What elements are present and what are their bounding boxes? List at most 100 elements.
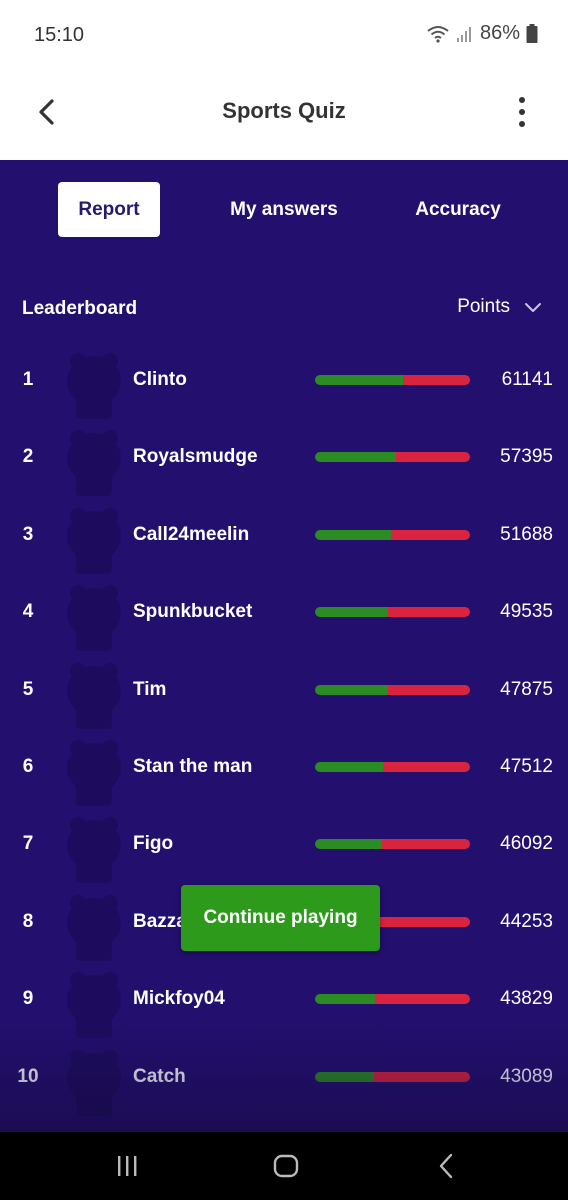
back-arrow-icon [39,99,54,125]
battery-icon [526,23,538,44]
accuracy-correct-fill [315,684,388,695]
player-points: 47875 [500,678,553,700]
recent-apps-button[interactable] [102,1148,152,1184]
leaderboard-row[interactable]: 4 Spunkbucket 49535 [0,574,568,652]
player-points: 57395 [500,446,553,468]
leaderboard-row[interactable]: 5 Tim 47875 [0,652,568,730]
tab-my-answers[interactable]: My answers [230,198,338,220]
player-points: 43829 [500,988,553,1010]
accuracy-wrong-fill [390,529,470,540]
battery-level: 86% [479,22,520,44]
player-avatar-icon [64,738,124,806]
player-name: Bazza [133,910,187,932]
accuracy-wrong-fill [395,452,470,463]
leaderboard-row[interactable]: 2 Royalsmudge 57395 [0,419,568,497]
back-button[interactable] [26,92,66,132]
player-name: Tim [133,678,167,700]
sort-label: Points [457,296,510,317]
accuracy-wrong-fill [387,607,470,618]
system-nav-bar [0,1132,568,1200]
player-name: Royalsmudge [133,446,258,468]
accuracy-wrong-fill [378,916,470,927]
player-name: Figo [133,833,174,855]
player-points: 61141 [501,369,553,390]
status-time: 15:10 [34,24,85,46]
status-icons: 86% [426,22,538,45]
leaderboard-row[interactable]: 9 Mickfoy04 43829 [0,961,568,1039]
player-points: 47512 [500,756,553,777]
leaderboard-row[interactable]: 8 Bazza 44253 [0,884,568,962]
accuracy-bar [315,684,470,695]
leaderboard-row[interactable]: 3 Call24meelin 51688 [0,497,568,575]
accuracy-correct-fill [315,607,388,618]
accuracy-correct-fill [315,452,396,463]
wifi-icon [426,24,450,44]
more-options-button[interactable] [502,90,542,134]
accuracy-bar [315,1071,470,1082]
accuracy-correct-fill [315,994,376,1005]
leaderboard-row[interactable]: 1 Clinto 61141 [0,342,568,420]
player-name: Stan the man [133,756,253,777]
player-avatar-icon [64,893,124,961]
page-title: Sports Quiz [222,98,346,123]
player-rank: 2 [22,446,34,468]
accuracy-wrong-fill [373,1071,470,1082]
accuracy-correct-fill [315,1071,374,1082]
player-rank: 5 [22,678,34,700]
status-bar: 15:10 86% [0,0,568,70]
player-avatar-icon [64,1048,124,1116]
accuracy-bar [315,839,470,850]
player-rank: 3 [22,523,34,545]
player-name: Catch [133,1065,186,1087]
player-avatar-icon [64,970,124,1039]
player-points: 44253 [500,910,553,932]
player-avatar-icon [64,815,124,884]
player-points: 49535 [500,601,553,623]
leaderboard-row[interactable]: 10 Catch 43089 [0,1039,568,1117]
accuracy-bar [315,994,470,1005]
sort-dropdown[interactable]: Points [457,296,542,318]
chevron-down-icon [525,303,541,312]
accuracy-bar [315,452,470,463]
app-bar: Sports Quiz [0,70,568,160]
recent-apps-icon [118,1156,137,1176]
accuracy-wrong-fill [381,839,470,850]
player-rank: 9 [22,988,34,1010]
accuracy-bar [315,529,470,540]
more-vertical-icon [519,97,525,127]
player-name: Call24meelin [133,523,250,545]
accuracy-correct-fill [315,762,384,772]
player-points: 51688 [500,523,553,545]
leaderboard-header: Leaderboard Points [0,296,568,326]
accuracy-wrong-fill [387,684,470,695]
player-name: Spunkbucket [133,601,253,623]
leaderboard-row[interactable]: 6 Stan the man 47512 [0,729,568,807]
accuracy-bar [315,375,470,385]
player-rank: 8 [22,910,34,932]
back-icon [439,1153,453,1179]
accuracy-wrong-fill [403,375,470,385]
player-avatar-icon [64,506,124,574]
player-name: Clinto [133,369,187,390]
accuracy-wrong-fill [375,994,470,1005]
leaderboard-title: Leaderboard [22,298,138,319]
player-rank: 6 [22,756,34,777]
accuracy-correct-fill [315,839,382,850]
system-back-button[interactable] [421,1148,471,1184]
signal-icon [456,25,474,43]
continue-playing-button[interactable]: Continue playing [181,885,380,951]
player-points: 43089 [500,1065,553,1087]
tab-bar: Report My answers Accuracy [0,182,568,238]
player-avatar-icon [64,661,124,729]
leaderboard-row[interactable]: 7 Figo 46092 [0,806,568,884]
accuracy-bar [315,607,470,618]
home-icon [273,1154,299,1178]
report-content: Report My answers Accuracy Leaderboard P… [0,160,568,1132]
home-button[interactable] [261,1148,311,1184]
tab-report[interactable]: Report [58,182,160,237]
player-avatar-icon [64,428,124,497]
accuracy-correct-fill [315,529,391,540]
accuracy-correct-fill [315,375,404,385]
player-rank: 7 [22,833,34,855]
tab-accuracy[interactable]: Accuracy [415,198,501,220]
